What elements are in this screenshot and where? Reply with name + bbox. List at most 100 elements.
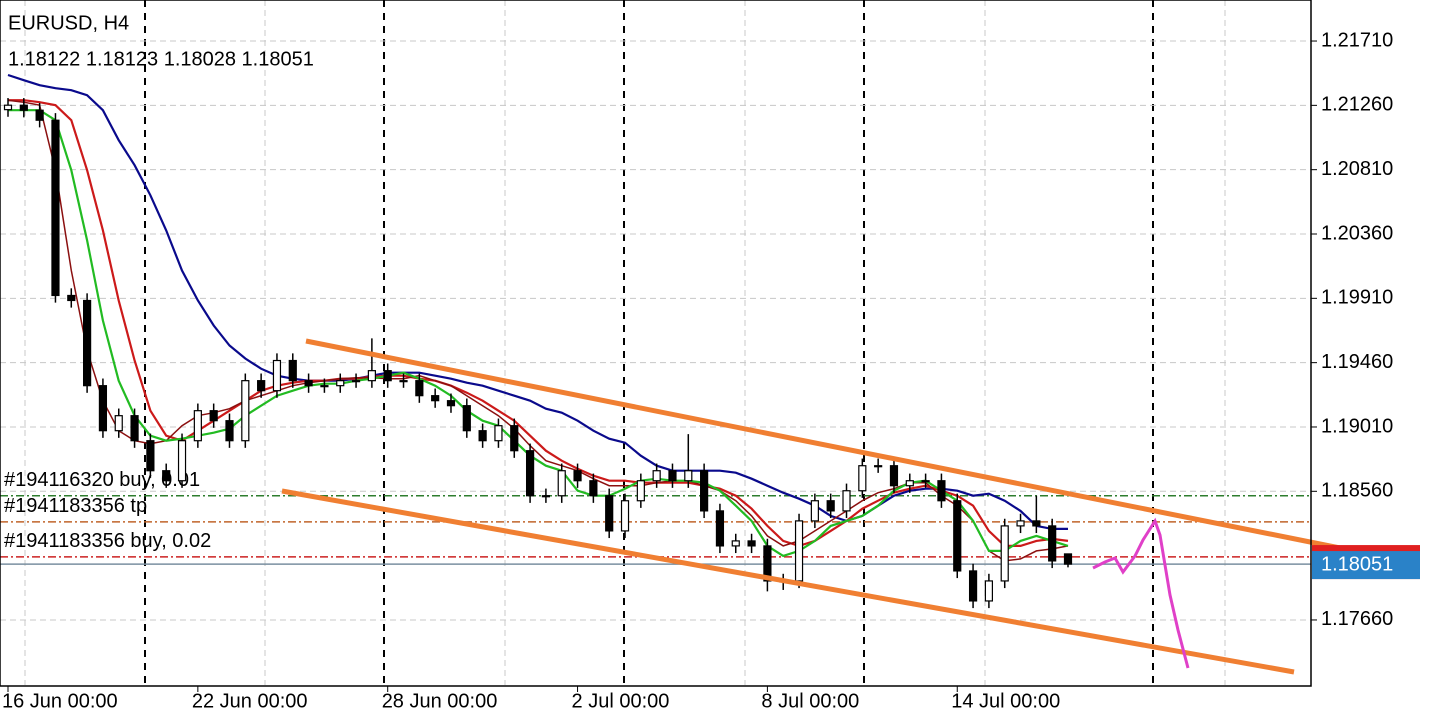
candle-body xyxy=(478,430,487,442)
chart-layout xyxy=(24,0,1226,685)
candle-body xyxy=(415,380,424,397)
x-tick-label: 16 Jun 00:00 xyxy=(2,690,118,712)
candle-body xyxy=(747,540,756,547)
candle-body xyxy=(889,465,899,487)
y-tick-label: 1.20810 xyxy=(1321,158,1393,180)
candle-body xyxy=(763,545,772,582)
moving-average xyxy=(8,109,1069,558)
y-tick-label: 1.18560 xyxy=(1321,480,1393,502)
candle-body xyxy=(462,405,471,432)
candle-body xyxy=(953,500,962,572)
candle-body xyxy=(399,380,408,383)
candle-body xyxy=(1063,553,1073,565)
candle-body xyxy=(1000,525,1009,582)
candle-body xyxy=(984,580,993,602)
x-tick-label: 14 Jul 00:00 xyxy=(951,690,1060,712)
plot-frame xyxy=(0,0,1312,687)
y-tick-label: 1.21260 xyxy=(1321,94,1393,116)
candle-body xyxy=(731,540,740,547)
candle-body xyxy=(336,380,345,387)
candle-body xyxy=(636,480,645,502)
candle-body xyxy=(541,495,551,498)
user-drawings xyxy=(281,338,1341,675)
trend-line-upper[interactable] xyxy=(305,338,1341,551)
candle-body xyxy=(241,380,250,442)
x-tick-label: 2 Jul 00:00 xyxy=(572,690,670,712)
candle-body xyxy=(83,299,92,387)
candle-body xyxy=(67,294,76,302)
candle-body xyxy=(652,470,661,482)
candle-body xyxy=(209,410,218,422)
x-tick-label: 22 Jun 00:00 xyxy=(192,690,308,712)
candle-body xyxy=(573,470,582,482)
candle-body xyxy=(304,380,313,387)
candle-body xyxy=(257,380,266,392)
candle-body xyxy=(114,415,123,432)
y-tick-label: 1.19010 xyxy=(1321,415,1393,437)
candle-body xyxy=(525,450,535,497)
moving-average xyxy=(7,99,1069,562)
price-box xyxy=(1312,551,1420,580)
candle-body xyxy=(272,359,282,392)
candle-body xyxy=(620,500,630,532)
plot-area: #194116320 buy, 0.01 #1941183356 tp #19411… xyxy=(0,40,1311,621)
candle-body xyxy=(968,570,978,602)
candle-body xyxy=(668,470,677,482)
candle-body xyxy=(320,385,329,388)
order-label: #194116320 buy, 0.01 xyxy=(4,469,200,491)
candle-body xyxy=(177,440,187,482)
candle-body xyxy=(510,425,519,452)
order-label: #1941183356 buy, 0.02 xyxy=(4,530,211,552)
candle-body xyxy=(162,470,171,482)
candle-body xyxy=(225,420,234,442)
candle-body xyxy=(715,510,725,547)
candle-body xyxy=(810,500,819,522)
current-price-label: 1.18051 xyxy=(1321,553,1393,575)
candle-body xyxy=(146,440,155,472)
candle-body xyxy=(684,470,693,482)
candle-body xyxy=(905,480,914,487)
candle-body xyxy=(1016,520,1025,527)
candle-body xyxy=(288,359,297,382)
candle-body xyxy=(921,480,930,483)
candle-body xyxy=(605,495,614,532)
candle-body xyxy=(858,465,867,492)
candle-body xyxy=(1032,520,1041,527)
candle-body xyxy=(937,480,946,502)
candle-body xyxy=(98,385,108,432)
x-tick-label: 28 Jun 00:00 xyxy=(382,690,498,712)
symbol-title: EURUSD, H4 xyxy=(8,12,129,34)
candle-body xyxy=(383,370,392,382)
trend-line-lower[interactable] xyxy=(281,488,1295,675)
candle-body xyxy=(1048,525,1057,562)
y-tick-label: 1.19910 xyxy=(1321,287,1393,309)
ohlc-readout: 1.18122 1.18123 1.18028 1.18051 xyxy=(8,48,314,70)
candle-body xyxy=(842,490,851,512)
candle-body xyxy=(494,425,503,442)
candle-body xyxy=(431,395,440,402)
candle-body xyxy=(700,470,709,512)
y-tick-label: 1.20360 xyxy=(1321,222,1393,244)
candle-body xyxy=(826,500,835,512)
candle-body xyxy=(794,520,804,582)
period-separators xyxy=(144,0,1154,685)
forecast-path[interactable] xyxy=(1092,517,1190,669)
x-tick-label: 8 Jul 00:00 xyxy=(761,690,859,712)
y-tick-label: 1.21710 xyxy=(1321,29,1393,51)
order-label: #1941183356 tp xyxy=(4,495,147,517)
y-tick-label: 1.19460 xyxy=(1321,351,1393,373)
candle-body xyxy=(351,380,361,383)
candle-body xyxy=(446,400,456,407)
candle-body xyxy=(193,410,202,442)
candle-body xyxy=(367,370,376,382)
candle-body xyxy=(19,104,28,111)
moving-average xyxy=(7,73,1068,531)
candle-body xyxy=(557,470,566,497)
candle-body xyxy=(130,415,139,442)
candle-body xyxy=(874,465,883,468)
candle-body xyxy=(589,480,598,497)
candle-body xyxy=(3,104,13,111)
y-tick-label: 1.17660 xyxy=(1321,608,1393,630)
